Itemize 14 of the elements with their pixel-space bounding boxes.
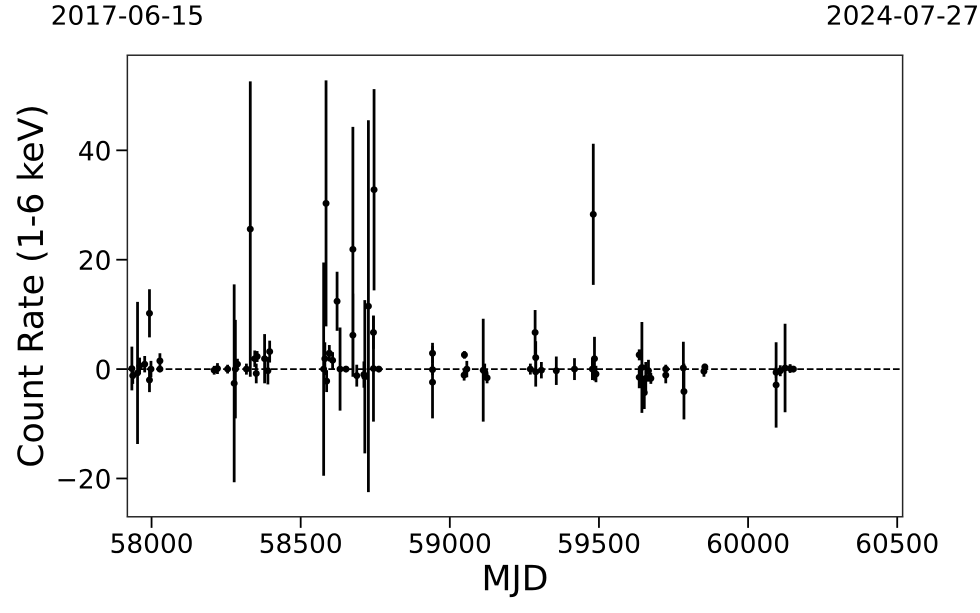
x-tick-label: 60000 [708, 533, 788, 554]
x2-tick-label: 2024-07-27 [828, 5, 978, 26]
y-tick-label: 0 [96, 360, 110, 380]
x-tick-label: 59000 [410, 533, 490, 554]
x2-tick-label: 2017-06-15 [52, 5, 202, 26]
y-tick-label: 40 [79, 140, 110, 161]
x-tick-label: 58000 [112, 533, 192, 554]
y-tick-label: 20 [80, 250, 110, 270]
x-tick-label: 59500 [559, 533, 640, 554]
x-tick-label: 58500 [260, 533, 341, 554]
x-tick-label: 60500 [857, 533, 938, 554]
x-axis-title: MJD [484, 564, 546, 598]
y-axis-title: Count Rate (1-6 keV) [16, 107, 48, 466]
y-tick-label: −20 [58, 468, 110, 489]
